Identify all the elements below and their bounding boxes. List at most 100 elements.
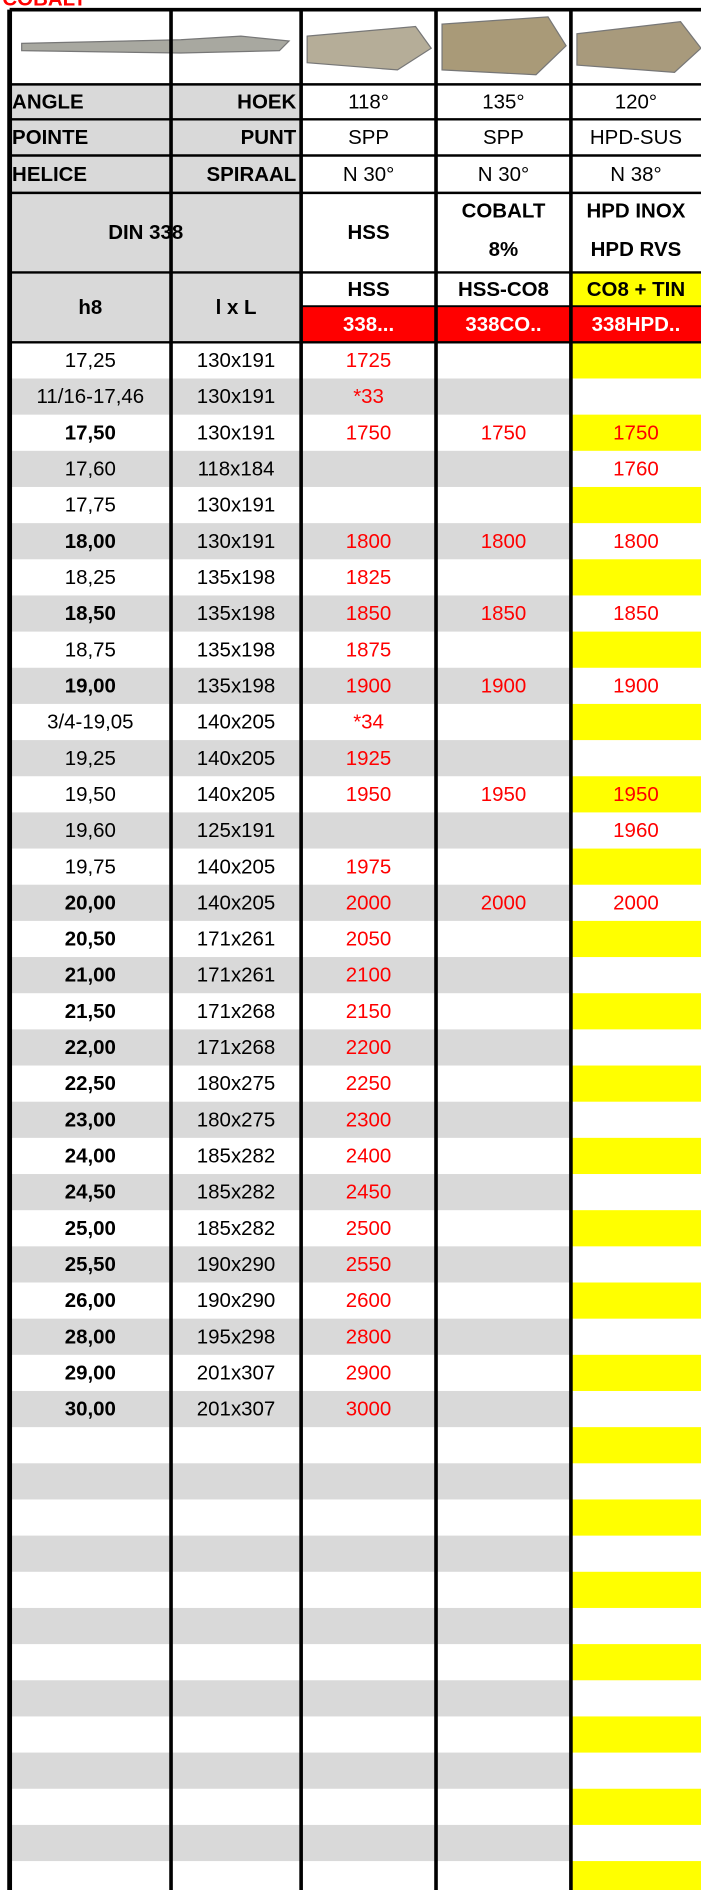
article-number: 1750 — [346, 421, 392, 444]
size-cell: 21,00 — [65, 964, 116, 987]
yellow-cell — [571, 632, 701, 668]
size-cell: 140x205 — [197, 711, 276, 734]
size-cell: 18,50 — [65, 602, 116, 625]
size-cell: 19,60 — [65, 819, 116, 842]
yellow-cell — [571, 1499, 701, 1535]
article-number: 1825 — [346, 566, 392, 589]
dim-label: h8 — [78, 296, 102, 319]
spec-value: SPP — [348, 126, 389, 149]
spec-value: 135° — [482, 90, 524, 113]
size-cell: 25,00 — [65, 1217, 116, 1240]
material: HSS — [348, 221, 390, 244]
size-cell: 201x307 — [197, 1362, 276, 1385]
article-number: 2150 — [346, 1000, 392, 1023]
article-number: 2900 — [346, 1362, 392, 1385]
size-cell: 17,25 — [65, 349, 116, 372]
yellow-cell — [571, 1789, 701, 1825]
row-stripe — [10, 1608, 571, 1644]
size-cell: 195x298 — [197, 1325, 276, 1348]
article-number: 1800 — [481, 530, 527, 553]
yellow-cell — [571, 1861, 701, 1890]
spec-value: SPP — [483, 126, 524, 149]
yellow-cell — [571, 704, 701, 740]
article-number: 2050 — [346, 928, 392, 951]
yellow-cell — [571, 342, 701, 378]
dim-label: l x L — [216, 296, 257, 319]
size-cell: 135x198 — [197, 566, 276, 589]
code-label: 338CO.. — [465, 313, 541, 336]
article-number: 1750 — [481, 421, 527, 444]
article-number: 1950 — [613, 783, 659, 806]
size-cell: 17,75 — [65, 494, 116, 517]
yellow-cell — [571, 1644, 701, 1680]
spec-value: N 30° — [478, 163, 529, 186]
code-label: 338HPD.. — [592, 313, 681, 336]
drill-images — [10, 10, 701, 85]
size-cell: 18,75 — [65, 638, 116, 661]
article-number: 1850 — [481, 602, 527, 625]
article-number: 1950 — [481, 783, 527, 806]
size-cell: 135x198 — [197, 674, 276, 697]
material: HPD RVS — [591, 238, 682, 261]
article-number: 1760 — [613, 457, 659, 480]
size-cell: 23,00 — [65, 1108, 116, 1131]
spec-value: HPD-SUS — [590, 126, 682, 149]
material: COBALT — [462, 200, 546, 223]
article-number: 2450 — [346, 1181, 392, 1204]
row-stripe — [10, 1680, 571, 1716]
yellow-cell — [571, 1210, 701, 1246]
size-cell: 130x191 — [197, 494, 276, 517]
yellow-cell — [571, 487, 701, 523]
size-cell: 26,00 — [65, 1289, 116, 1312]
yellow-cell — [571, 993, 701, 1029]
article-number: *34 — [353, 711, 384, 734]
spec-label-nl: PUNT — [241, 126, 297, 149]
size-cell: 140x205 — [197, 855, 276, 878]
article-number: 2800 — [346, 1325, 392, 1348]
size-cell: 30,00 — [65, 1398, 116, 1421]
size-cell: 180x275 — [197, 1072, 276, 1095]
sheet: COBALTANGLEHOEK118°135°120°POINTEPUNTSPP… — [0, 0, 701, 1890]
article-number: 2000 — [346, 891, 392, 914]
size-cell: 24,00 — [65, 1145, 116, 1168]
row-stripe — [10, 1825, 571, 1861]
article-number: 1850 — [613, 602, 659, 625]
size-cell: 21,50 — [65, 1000, 116, 1023]
article-number: 1960 — [613, 819, 659, 842]
size-cell: 17,60 — [65, 457, 116, 480]
type-label: CO8 + TIN — [587, 278, 685, 301]
yellow-cell — [571, 1572, 701, 1608]
size-cell: 19,50 — [65, 783, 116, 806]
size-cell: 190x290 — [197, 1253, 276, 1276]
article-number: 1850 — [346, 602, 392, 625]
yellow-cell — [571, 1066, 701, 1102]
size-cell: 18,25 — [65, 566, 116, 589]
size-cell: 3/4-19,05 — [47, 711, 133, 734]
size-cell: 20,00 — [65, 891, 116, 914]
type-label: HSS — [348, 278, 390, 301]
page: COBALTANGLEHOEK118°135°120°POINTEPUNTSPP… — [0, 0, 701, 1890]
article-number: 1900 — [481, 674, 527, 697]
size-cell: 17,50 — [65, 421, 116, 444]
type-label: HSS-CO8 — [458, 278, 549, 301]
size-cell: 140x205 — [197, 747, 276, 770]
article-number: 1900 — [346, 674, 392, 697]
size-cell: 185x282 — [197, 1145, 276, 1168]
row-stripe — [10, 1536, 571, 1572]
article-number: 1800 — [613, 530, 659, 553]
spec-label: POINTE — [12, 126, 88, 149]
article-number: 2500 — [346, 1217, 392, 1240]
spec-label: ANGLE — [12, 90, 84, 113]
yellow-cell — [571, 1355, 701, 1391]
code-label: 338... — [343, 313, 394, 336]
spec-label: HELICE — [12, 163, 87, 186]
spec-value: 118° — [348, 90, 389, 113]
spec-value: 120° — [615, 90, 657, 113]
yellow-cell — [571, 921, 701, 957]
article-number: 2250 — [346, 1072, 392, 1095]
yellow-cell — [571, 849, 701, 885]
article-number: 2550 — [346, 1253, 392, 1276]
size-cell: 140x205 — [197, 783, 276, 806]
size-cell: 19,00 — [65, 674, 116, 697]
size-cell: 130x191 — [197, 530, 276, 553]
